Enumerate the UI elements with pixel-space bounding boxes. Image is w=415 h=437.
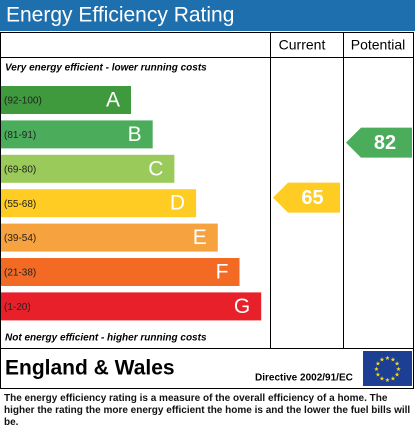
col-header: Current — [279, 37, 326, 53]
band-letter: A — [106, 89, 120, 112]
eu-star: ★ — [379, 376, 384, 383]
band-range: (92-100) — [4, 96, 42, 107]
band-bar — [1, 223, 218, 252]
eu-star: ★ — [375, 372, 380, 379]
band-letter: F — [216, 261, 229, 284]
col-header: Potential — [351, 37, 405, 53]
eu-star: ★ — [379, 357, 384, 364]
region: England & Wales — [5, 357, 175, 380]
bottom-note: Not energy efficient - higher running co… — [5, 333, 207, 344]
eu-star: ★ — [390, 376, 395, 383]
band-letter: D — [170, 192, 185, 215]
eu-star: ★ — [394, 372, 399, 379]
rating-value: 65 — [301, 187, 323, 209]
rating-arrow — [273, 182, 340, 213]
band-bar — [1, 189, 197, 218]
band-range: (21-38) — [4, 268, 36, 279]
eu-star: ★ — [375, 361, 380, 368]
band-bar — [1, 258, 240, 286]
band-bar — [1, 86, 131, 114]
title-bar — [0, 0, 415, 31]
footer-text: The energy efficiency rating is a measur… — [4, 393, 411, 428]
eu-star: ★ — [374, 366, 379, 373]
band-bar — [1, 292, 262, 321]
epc-chart: Energy Efficiency Rating Current Potenti… — [0, 0, 415, 389]
band-range: (69-80) — [4, 164, 36, 175]
region-frame — [0, 348, 414, 389]
band-range: (55-68) — [4, 199, 36, 210]
directive: Directive 2002/91/EC — [255, 373, 353, 384]
band-letter: C — [148, 157, 163, 180]
eu-star: ★ — [390, 357, 395, 364]
band-bar — [1, 154, 175, 183]
eu-star: ★ — [385, 355, 390, 362]
band-bar — [1, 120, 153, 149]
band-letter: E — [193, 226, 207, 249]
band-letter: B — [128, 123, 142, 146]
eu-flag — [363, 351, 412, 386]
rating-value: 82 — [374, 132, 396, 154]
eu-star: ★ — [396, 366, 401, 373]
band-range: (39-54) — [4, 233, 36, 244]
band-range: (81-91) — [4, 130, 36, 141]
eu-star: ★ — [394, 361, 399, 368]
rating-arrow — [346, 127, 412, 158]
band-range: (1-20) — [4, 302, 31, 313]
band-letter: G — [234, 295, 250, 318]
title: Energy Efficiency Rating — [6, 4, 234, 27]
eu-star: ★ — [385, 377, 390, 384]
top-note: Very energy efficient - lower running co… — [5, 63, 207, 74]
